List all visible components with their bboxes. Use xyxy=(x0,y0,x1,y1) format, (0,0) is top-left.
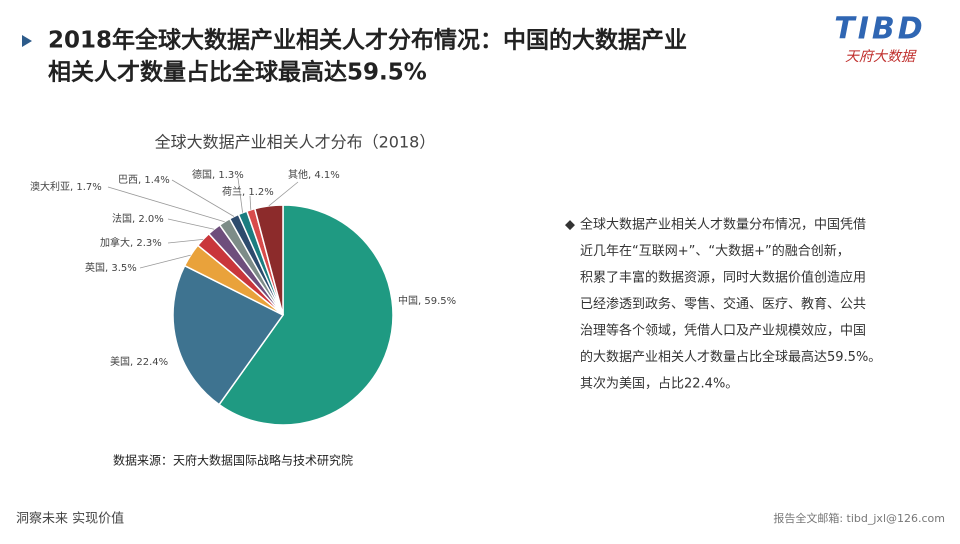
title-marker xyxy=(22,35,32,47)
leader-line xyxy=(167,218,215,230)
description: 全球大数据产业相关人才数量分布情况，中国凭借近几年在“互联网+”、“大数据+”的… xyxy=(580,217,881,392)
pie-slice xyxy=(253,204,284,316)
data-label: 荷兰, 1.2% xyxy=(222,185,274,198)
pie-slice xyxy=(172,264,285,406)
logo: TIBD xyxy=(834,12,925,47)
leader-line xyxy=(107,186,225,223)
data-label: 美国, 22.4% xyxy=(110,355,168,368)
data-label: 英国, 3.5% xyxy=(85,261,137,274)
data-label: 法国, 2.0% xyxy=(112,212,164,225)
data-label: 澳大利亚, 1.7% xyxy=(30,180,102,193)
data-label: 巴西, 1.4% xyxy=(118,174,170,186)
chart-title: 全球大数据产业相关人才分布（2018） xyxy=(155,133,436,152)
slide-title: 2018年全球大数据产业相关人才分布情况：中国的大数据产业 xyxy=(48,27,687,54)
pie-chart: 中国, 59.5% 美国, 22.4% 英国, 3.5% 加拿大, 2.3% 法国, 2… xyxy=(30,168,456,426)
description-line: 全球大数据产业相关人才数量分布情况，中国凭借 xyxy=(580,217,866,233)
leader-line xyxy=(171,179,235,217)
leader-line xyxy=(167,238,204,244)
description-line: 治理等各个领域，凭借人口及产业规模效应，中国 xyxy=(580,323,866,339)
slide-title: 相关人才数量占比全球最高达59.5% xyxy=(48,59,427,86)
pie-slice xyxy=(218,204,394,426)
description-line: 近几年在“互联网+”、“大数据+”的融合创新， xyxy=(580,243,850,259)
leader-line xyxy=(268,181,299,207)
leader-line xyxy=(237,177,243,213)
footer-right: 报告全文邮箱: tibd_jxl@126.com xyxy=(773,511,945,525)
data-label: 其他, 4.1% xyxy=(288,168,340,181)
description-line: 积累了丰富的数据资源，同时大数据价值创造应用 xyxy=(580,270,866,286)
logo-subtitle: 天府大数据 xyxy=(845,49,917,65)
leader-line xyxy=(249,195,252,210)
data-label: 德国, 1.3% xyxy=(192,168,244,181)
description-line: 其次为美国，占比22.4%。 xyxy=(580,376,738,392)
chart-source: 数据来源：天府大数据国际战略与技术研究院 xyxy=(113,453,353,468)
data-label: 中国, 59.5% xyxy=(398,294,456,307)
footer-left: 洞察未来 实现价值 xyxy=(16,511,124,527)
data-label: 加拿大, 2.3% xyxy=(100,236,162,249)
leader-line xyxy=(139,254,191,269)
description-line: 已经渗透到政务、零售、交通、医疗、教育、公共 xyxy=(580,296,866,312)
bullet: ◆ xyxy=(565,218,575,233)
description-line: 的大数据产业相关人才数量占比全球最高达59.5%。 xyxy=(580,349,881,365)
